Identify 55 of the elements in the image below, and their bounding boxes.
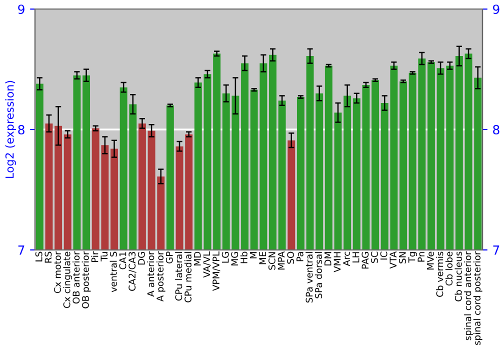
x-tick-label: MG xyxy=(231,252,238,266)
x-tick-label: Pn xyxy=(418,252,424,262)
x-tick-label: MD xyxy=(194,252,201,266)
x-tick-label: DM xyxy=(324,252,332,266)
x-tick-label: CPu lateral xyxy=(175,252,182,301)
x-tick-label: OB anterior xyxy=(72,251,80,304)
x-tick-label: SO xyxy=(287,252,294,264)
x-tick-label: CA1 xyxy=(119,252,126,270)
x-tick-label: Arc xyxy=(343,252,350,266)
x-tick-label: spinal cord posterior xyxy=(473,251,482,345)
x-tick-label: A anterior xyxy=(147,251,154,297)
x-tick-label: Cb nucleus xyxy=(454,252,462,302)
x-tick-label: SN xyxy=(398,252,406,264)
x-tick-label: LG xyxy=(222,252,229,263)
x-tick-label: CPu medial xyxy=(184,252,192,302)
y-tick-label: 8 xyxy=(18,124,24,134)
x-tick-label: SPa ventral xyxy=(306,252,313,303)
x-tick-label: Hb xyxy=(240,252,248,264)
x-tick-label: VPM/VPL xyxy=(212,251,220,291)
x-tick-label: Tu xyxy=(100,252,108,262)
x-tick-label: Cb vermis xyxy=(436,252,444,297)
x-tick-label: VA/VL xyxy=(203,251,211,278)
x-tick-label: VMH xyxy=(334,252,341,272)
x-tick-label: CA2/CA3 xyxy=(128,252,136,291)
y2-tick-label: 8 xyxy=(493,124,500,134)
x-tick-label: Cb lobe xyxy=(445,252,453,286)
x-tick-label: Cx cingulate xyxy=(63,252,72,308)
y2-tick-label: 9 xyxy=(493,4,500,14)
x-tick-label: Cx motor xyxy=(54,251,61,294)
x-tick-label: M xyxy=(250,252,257,258)
y-tick-label: 7 xyxy=(18,246,24,255)
x-tick-label: Pa xyxy=(296,252,304,262)
x-tick-label: DG xyxy=(138,252,145,265)
x-tick-label: spinal cord anterior xyxy=(464,251,473,340)
y-tick-label: 9 xyxy=(18,4,24,14)
x-tick-label: GP xyxy=(166,252,173,264)
y-axis-title: Log2 (expression) xyxy=(5,80,16,178)
y2-tick-label: 7 xyxy=(493,246,500,255)
x-tick-label: RS xyxy=(44,252,52,263)
x-tick-label: Pir xyxy=(91,251,98,262)
x-tick-label: OB posterior xyxy=(82,251,91,308)
x-tick-label: MPA xyxy=(278,251,285,270)
x-tick-label: A posterior xyxy=(156,251,166,302)
x-tick-label: ventral S xyxy=(110,252,117,292)
x-tick-label: SPa dorsal xyxy=(314,252,322,298)
x-tick-label: VTA xyxy=(390,251,396,269)
x-tick-label: LH xyxy=(352,252,360,262)
x-tick-label: LS xyxy=(35,252,42,262)
x-tick-label: Tg xyxy=(408,252,418,263)
x-tick-label: ME xyxy=(259,252,266,264)
x-tick-label: MVe xyxy=(427,252,434,270)
x-tick-label: PAG xyxy=(362,252,369,269)
x-tick-label: IC xyxy=(380,252,388,260)
x-tick-label: SCN xyxy=(268,252,276,270)
x-tick-label: SC xyxy=(371,252,378,263)
